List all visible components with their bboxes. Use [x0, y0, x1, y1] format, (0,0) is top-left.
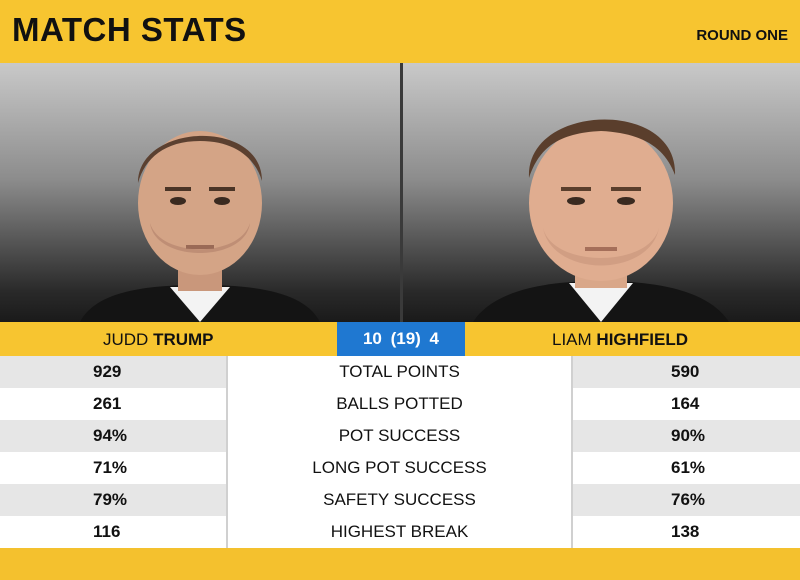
stat-label: POT SUCCESS — [228, 420, 571, 452]
stat-row: 116 HIGHEST BREAK 138 — [0, 516, 800, 548]
right-stat-value: 138 — [573, 516, 800, 548]
left-player-last-name: TRUMP — [153, 330, 214, 349]
stat-label: HIGHEST BREAK — [228, 516, 571, 548]
stat-row: 929 TOTAL POINTS 590 — [0, 356, 800, 388]
left-player-photo — [0, 63, 400, 322]
left-stat-value: 71% — [0, 452, 226, 484]
page-title: MATCH STATS — [12, 11, 247, 48]
score-badge: 10 (19) 4 — [337, 322, 465, 356]
player-photos — [0, 63, 800, 322]
left-player-name: JUDD TRUMP — [103, 330, 214, 350]
left-player-first-name: JUDD — [103, 330, 149, 349]
header-bar: MATCH STATS ROUND ONE — [0, 0, 800, 63]
right-player-first-name: LIAM — [552, 330, 592, 349]
right-player-last-name: HIGHFIELD — [596, 330, 689, 349]
right-stat-value: 76% — [573, 484, 800, 516]
stat-row: 71% LONG POT SUCCESS 61% — [0, 452, 800, 484]
stats-table: 929 TOTAL POINTS 590 261 BALLS POTTED 16… — [0, 356, 800, 548]
right-portrait-image — [473, 119, 729, 322]
right-player-name: LIAM HIGHFIELD — [552, 330, 688, 350]
left-stat-value: 929 — [0, 356, 226, 388]
stat-row: 79% SAFETY SUCCESS 76% — [0, 484, 800, 516]
stat-label: TOTAL POINTS — [228, 356, 571, 388]
footer-bar — [0, 548, 800, 580]
stat-label: SAFETY SUCCESS — [228, 484, 571, 516]
left-stat-value: 116 — [0, 516, 226, 548]
stat-label: BALLS POTTED — [228, 388, 571, 420]
left-stat-value: 79% — [0, 484, 226, 516]
stat-row: 94% POT SUCCESS 90% — [0, 420, 800, 452]
right-stat-value: 164 — [573, 388, 800, 420]
round-label: ROUND ONE — [696, 27, 788, 44]
right-stat-value: 590 — [573, 356, 800, 388]
left-stat-value: 94% — [0, 420, 226, 452]
left-stat-value: 261 — [0, 388, 226, 420]
column-divider — [226, 356, 228, 548]
photo-divider — [400, 63, 403, 322]
right-stat-value: 61% — [573, 452, 800, 484]
right-stat-value: 90% — [573, 420, 800, 452]
right-player-photo — [403, 63, 800, 322]
column-divider — [571, 356, 573, 548]
stat-label: LONG POT SUCCESS — [228, 452, 571, 484]
stat-row: 261 BALLS POTTED 164 — [0, 388, 800, 420]
left-portrait-image — [80, 131, 320, 322]
